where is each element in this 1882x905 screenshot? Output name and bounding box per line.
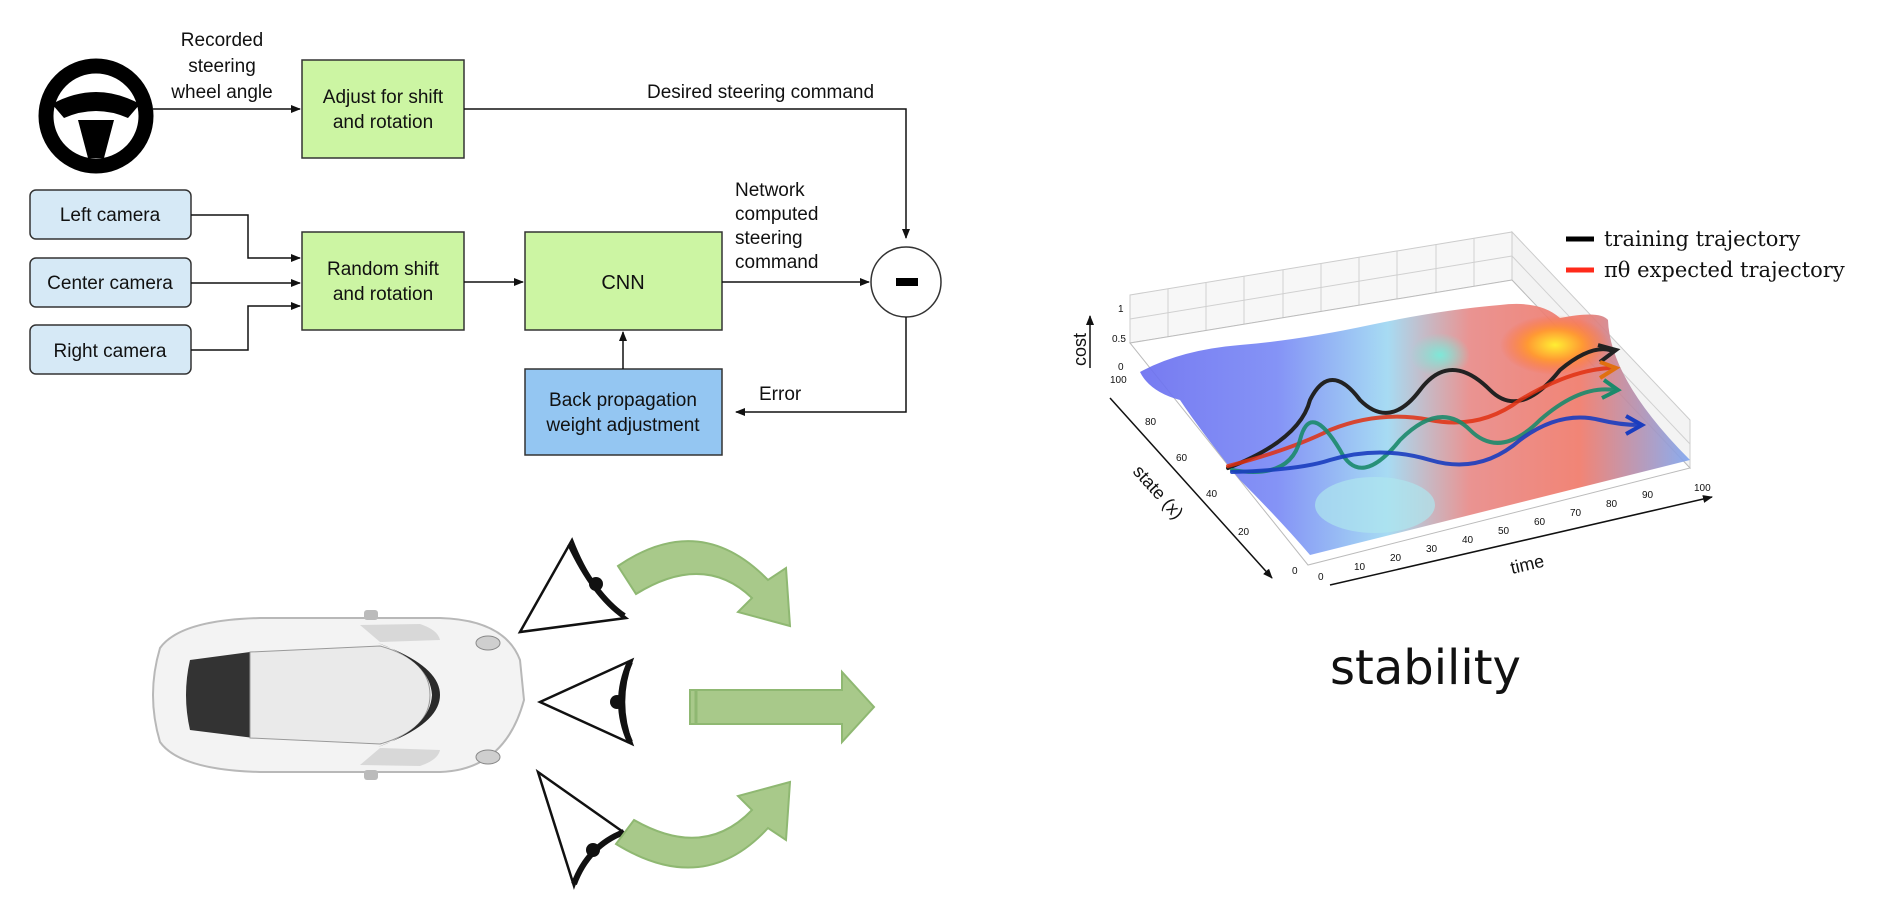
curved-arrow-icon xyxy=(614,780,792,869)
state-axis-label: state (x) xyxy=(1129,461,1187,523)
backprop-label-1: Back propagation xyxy=(549,390,697,411)
steering-label-1: Recorded xyxy=(181,30,263,51)
stability-caption: stability xyxy=(1330,640,1521,696)
state-tick: 0 xyxy=(1292,566,1298,577)
surface-hotspot xyxy=(1500,315,1610,375)
legend-training-label: training trajectory xyxy=(1604,227,1800,251)
trajectory-arrowhead xyxy=(1601,378,1622,400)
error-label: Error xyxy=(759,384,802,405)
state-tick: 20 xyxy=(1238,527,1250,538)
cost-tick: 0 xyxy=(1118,362,1124,373)
car-topview-icon xyxy=(152,610,526,780)
network-label-3: steering xyxy=(735,228,803,249)
surface-cool-region xyxy=(1410,333,1470,377)
steering-label-3: wheel angle xyxy=(170,82,272,103)
minus-sign xyxy=(896,278,918,286)
state-tick: 80 xyxy=(1145,417,1157,428)
adjust-label-2: and rotation xyxy=(333,112,433,133)
network-label-4: command xyxy=(735,252,818,273)
backprop-block: Back propagation weight adjustment xyxy=(524,368,723,456)
steering-wheel-icon xyxy=(38,58,154,174)
cost-tick: 0.5 xyxy=(1112,334,1126,345)
time-tick: 60 xyxy=(1534,517,1546,528)
random-shift-block: Random shift and rotation xyxy=(301,231,465,331)
state-tick: 40 xyxy=(1206,489,1218,500)
time-tick: 100 xyxy=(1694,483,1711,494)
time-tick: 10 xyxy=(1354,562,1366,573)
right-camera-arrow xyxy=(191,302,301,351)
time-tick: 0 xyxy=(1318,572,1324,583)
cost-axis-label: cost xyxy=(1070,333,1090,366)
trajectory-arrowhead xyxy=(1597,343,1621,364)
time-tick: 40 xyxy=(1462,535,1474,546)
desired-command-label: Desired steering command xyxy=(647,82,874,103)
left-camera-arrow xyxy=(191,214,301,262)
time-tick: 90 xyxy=(1642,490,1654,501)
time-axis-label: time xyxy=(1508,551,1546,578)
training-trajectory xyxy=(1230,387,1616,474)
time-tick: 80 xyxy=(1606,499,1618,510)
trajectory-arrowhead xyxy=(1598,360,1621,380)
time-tick: 50 xyxy=(1498,526,1510,537)
curved-arrow-icon xyxy=(616,540,792,628)
summing-junction xyxy=(870,246,942,318)
state-axis-arrow xyxy=(1109,397,1273,579)
right-camera-label: Right camera xyxy=(54,341,167,362)
eye-icon xyxy=(535,768,630,890)
left-camera-label: Left camera xyxy=(60,205,161,226)
backprop-label-2: weight adjustment xyxy=(545,415,700,436)
legend-expected-label: πθ expected trajectory xyxy=(1604,258,1845,282)
network-label-2: computed xyxy=(735,204,818,225)
surface-cool-region xyxy=(1315,477,1435,533)
state-tick: 60 xyxy=(1176,453,1188,464)
time-tick: 30 xyxy=(1426,544,1438,555)
right-camera-block: Right camera xyxy=(29,324,192,375)
random-shift-label-2: and rotation xyxy=(333,284,433,305)
time-axis-arrow xyxy=(1329,495,1713,586)
adjust-label-1: Adjust for shift xyxy=(323,87,444,108)
steering-label-2: steering xyxy=(188,56,256,77)
eye-icon xyxy=(517,537,630,634)
cnn-label: CNN xyxy=(601,272,644,294)
plot-legend: training trajectory πθ expected trajecto… xyxy=(1566,227,1845,282)
cost-tick: 1 xyxy=(1118,304,1124,315)
surface-plot: 1 0.5 0 100 80 60 40 20 0 0 10 20 30 40 … xyxy=(1070,227,1845,586)
trajectory-arrowhead xyxy=(1625,414,1647,436)
eye-icon xyxy=(536,657,635,747)
center-camera-block: Center camera xyxy=(29,257,192,308)
training-trajectory xyxy=(1230,415,1642,474)
cnn-block: CNN xyxy=(524,231,723,331)
center-camera-label: Center camera xyxy=(47,273,173,294)
left-camera-block: Left camera xyxy=(29,189,192,240)
error-arrow xyxy=(735,317,907,416)
random-shift-label-1: Random shift xyxy=(327,259,440,280)
training-trajectory xyxy=(1226,347,1612,470)
time-tick: 70 xyxy=(1570,508,1582,519)
adjust-block: Adjust for shift and rotation xyxy=(301,59,465,159)
time-tick: 20 xyxy=(1390,553,1402,564)
straight-arrow-icon xyxy=(689,669,876,745)
desired-command-arrow xyxy=(464,108,910,239)
network-label-1: Network xyxy=(735,180,805,201)
state-tick: 100 xyxy=(1110,375,1127,386)
